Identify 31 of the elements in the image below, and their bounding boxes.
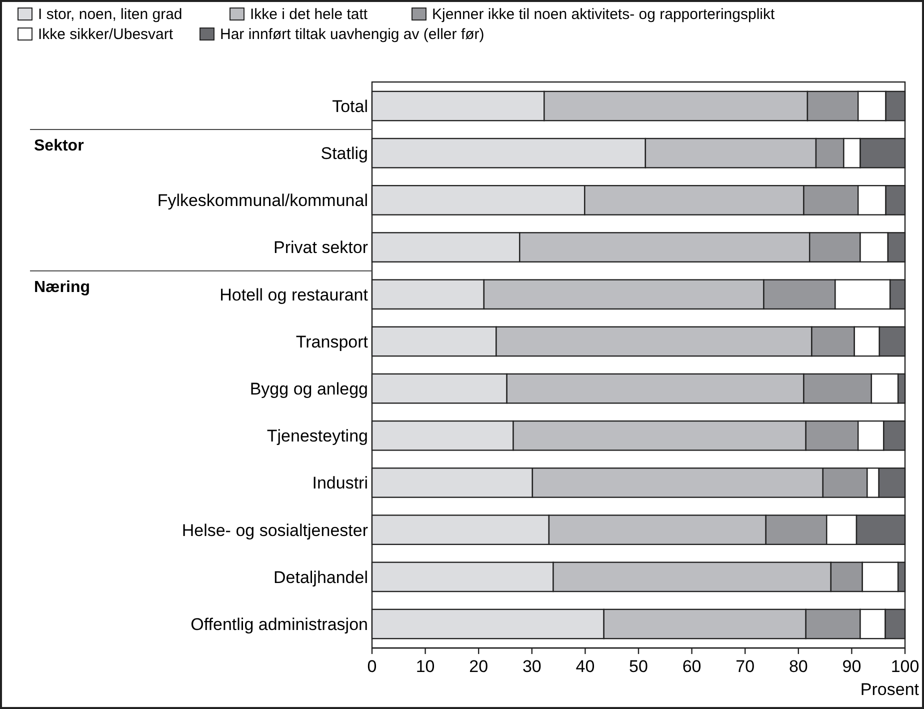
x-axis-title: Prosent — [860, 680, 920, 699]
x-tick-label: 30 — [522, 657, 542, 676]
y-tick-label: Detaljhandel — [273, 568, 368, 587]
x-tick-label: 0 — [367, 657, 377, 676]
legend-label: Kjenner ikke til noen aktivitets- og rapporteringsplikt — [432, 6, 776, 23]
y-tick-label: Statlig — [320, 144, 368, 164]
y-tick-label: Hotell og restaurant — [220, 285, 368, 304]
y-tick-label: Tjenesteyting — [266, 426, 368, 446]
legend-label: Ikke i det hele tatt — [250, 6, 368, 23]
x-tick-label: 60 — [682, 657, 702, 676]
y-tick-label: Transport — [296, 332, 368, 352]
legend-label: Ikke sikker/Ubesvart — [38, 26, 174, 43]
x-tick-label: 10 — [416, 657, 435, 676]
y-tick-label: Helse- og sosialtjenester — [182, 520, 368, 540]
x-tick-label: 90 — [842, 657, 862, 676]
legend-label: Har innført tiltak uavhengig av (eller før) — [220, 26, 484, 43]
y-tick-label: Privat sektor — [274, 238, 368, 258]
text: Sektor — [34, 138, 84, 155]
x-tick-label: 40 — [576, 657, 595, 676]
y-tick-label: Total — [332, 96, 368, 116]
x-tick-label: 20 — [469, 657, 488, 676]
y-tick-label: Offentlig administrasjon — [190, 614, 368, 634]
x-tick-label: 100 — [890, 657, 920, 676]
text: Næring — [34, 278, 90, 296]
legend-label: I stor, noen, liten grad — [38, 6, 182, 23]
y-tick-label: Bygg og anlegg — [250, 379, 368, 398]
x-tick-label: 70 — [736, 657, 755, 676]
y-tick-label: Industri — [312, 474, 368, 493]
x-tick-label: 80 — [788, 657, 808, 676]
y-tick-label: Fylkeskommunal/kommunal — [157, 191, 368, 210]
x-tick-label: 50 — [629, 657, 648, 676]
